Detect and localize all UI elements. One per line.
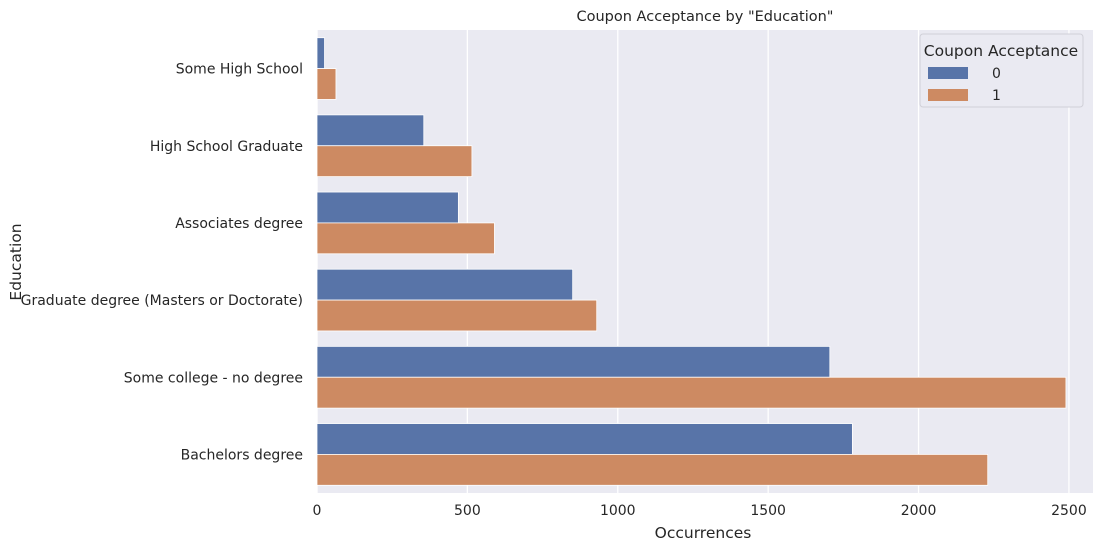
x-tick-label-4: 2000 (901, 503, 937, 519)
chart-title: Coupon Acceptance by "Education" (577, 9, 834, 25)
bar-2-series-0 (316, 191, 459, 224)
y-tick-label-1: High School Graduate (150, 139, 303, 155)
legend-swatch-0 (928, 67, 968, 79)
bar-2-series-1 (316, 222, 495, 255)
x-tick-label-5: 2500 (1051, 503, 1087, 519)
bar-1-series-1 (316, 145, 473, 178)
bar-3-series-0 (316, 268, 574, 301)
bar-0-series-0 (316, 37, 325, 69)
bar-0-series-1 (316, 68, 337, 100)
legend-title: Coupon Acceptance (924, 42, 1078, 60)
y-tick-label-4: Some college - no degree (124, 370, 303, 386)
legend-frame (919, 33, 1084, 108)
x-axis-label: Occurrences (655, 524, 752, 542)
y-tick-label-5: Bachelors degree (181, 447, 303, 463)
legend: Coupon Acceptance 0 1 (919, 33, 1084, 108)
bar-3-series-1 (316, 299, 598, 332)
y-axis-label: Education (7, 223, 25, 300)
legend-label-0: 0 (992, 66, 1001, 82)
x-tick-label-0: 0 (313, 503, 322, 519)
bar-5-series-0 (316, 423, 853, 455)
bar-4-series-0 (316, 345, 831, 378)
x-tick-labels: 0 500 1000 1500 2000 2500 (313, 503, 1087, 519)
y-tick-label-3: Graduate degree (Masters or Doctorate) (21, 293, 303, 309)
legend-swatch-1 (928, 89, 968, 101)
y-tick-labels: Some High School High School Graduate Asso… (21, 62, 303, 464)
bars (316, 37, 1067, 486)
y-tick-label-2: Associates degree (175, 216, 303, 232)
grid-lines (316, 30, 1070, 493)
bar-1-series-0 (316, 114, 425, 147)
x-tick-label-1: 500 (454, 503, 481, 519)
x-tick-label-3: 1500 (750, 503, 786, 519)
bar-4-series-1 (316, 376, 1067, 409)
x-tick-label-2: 1000 (600, 503, 636, 519)
bar-5-series-1 (316, 454, 989, 486)
legend-label-1: 1 (992, 88, 1001, 104)
y-tick-label-0: Some High School (176, 62, 303, 78)
